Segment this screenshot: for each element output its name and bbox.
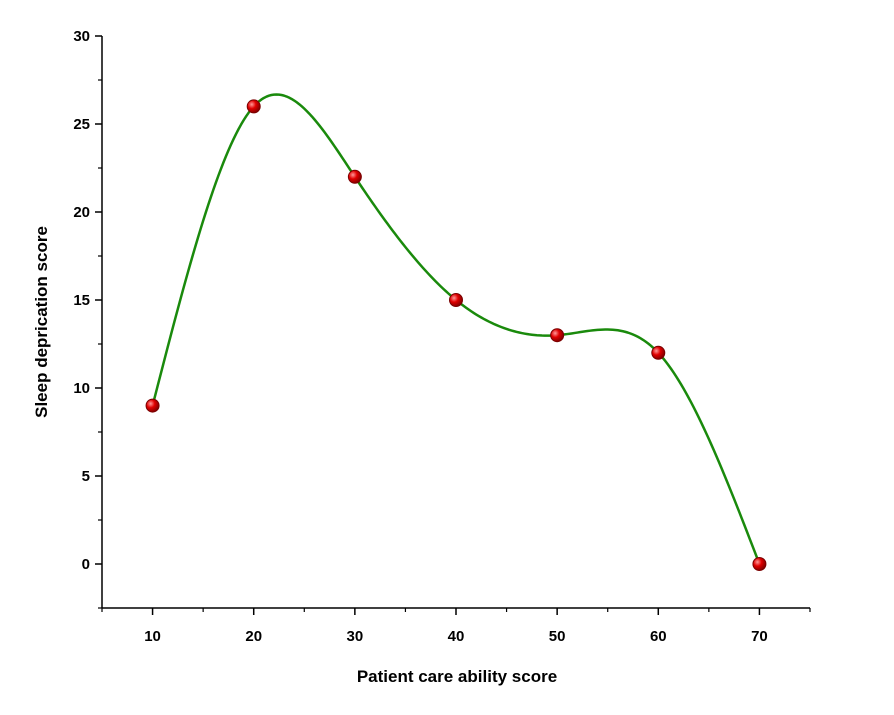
- data-point: [449, 293, 463, 307]
- x-tick-label: 60: [650, 628, 667, 645]
- data-point: [752, 557, 767, 571]
- y-axis-title: Sleep deprication score: [32, 226, 51, 418]
- axes: 0 5 10 15 20 25 30 10 20 30 40 50 60 70: [73, 28, 811, 645]
- y-tick-label: 10: [73, 380, 90, 397]
- data-point: [246, 99, 261, 114]
- data-point: [550, 328, 565, 343]
- x-tick-label: 30: [347, 628, 364, 645]
- x-axis-title: Patient care ability score: [357, 667, 557, 686]
- x-tick-label: 10: [144, 628, 161, 645]
- y-tick-label: 0: [82, 556, 90, 573]
- y-tick-label: 25: [73, 116, 90, 133]
- x-tick-label: 70: [751, 628, 768, 645]
- x-tick-label: 50: [549, 628, 566, 645]
- x-tick-label: 40: [448, 628, 465, 645]
- data-point: [651, 345, 666, 360]
- y-tick-label: 30: [73, 28, 90, 45]
- series-group: [145, 93, 767, 571]
- data-point: [347, 169, 362, 184]
- x-tick-label: 20: [245, 628, 262, 645]
- series-line: [151, 93, 761, 565]
- data-point: [145, 398, 160, 413]
- y-tick-label: 20: [73, 204, 90, 221]
- labels-group: Patient care ability score Sleep deprica…: [32, 226, 557, 686]
- y-tick-label: 5: [82, 468, 90, 485]
- y-tick-label: 15: [73, 292, 90, 309]
